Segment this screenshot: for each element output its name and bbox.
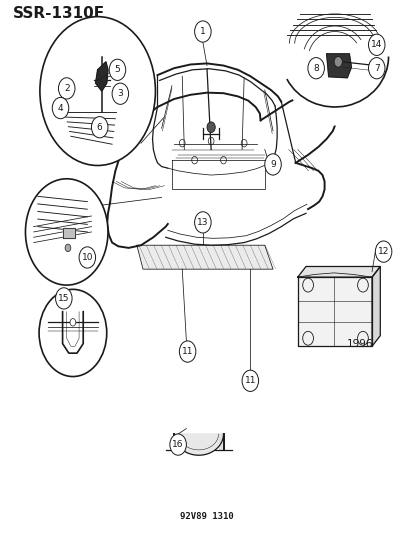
Text: 3: 3 (117, 89, 123, 98)
Text: 6: 6 (97, 123, 102, 132)
Circle shape (55, 288, 72, 309)
Circle shape (112, 83, 128, 104)
Circle shape (65, 244, 71, 252)
Text: 2: 2 (64, 84, 69, 93)
Text: 16: 16 (172, 440, 183, 449)
Circle shape (194, 21, 211, 42)
Circle shape (40, 17, 155, 165)
Polygon shape (137, 245, 272, 269)
Circle shape (307, 58, 324, 79)
Text: 9: 9 (270, 160, 275, 169)
Polygon shape (95, 62, 108, 91)
Text: 14: 14 (370, 41, 382, 50)
Text: 5: 5 (114, 66, 120, 74)
Polygon shape (297, 266, 380, 277)
Text: 8: 8 (313, 64, 318, 72)
Text: 10: 10 (81, 253, 93, 262)
Text: 92V89 1310: 92V89 1310 (180, 512, 233, 521)
Circle shape (169, 434, 186, 455)
Circle shape (206, 122, 215, 133)
Circle shape (368, 58, 384, 79)
Circle shape (179, 341, 195, 362)
Text: 12: 12 (377, 247, 388, 256)
Text: 1996: 1996 (346, 339, 372, 349)
Circle shape (264, 154, 280, 175)
Text: 7: 7 (373, 64, 379, 72)
Circle shape (70, 319, 76, 326)
Circle shape (39, 289, 107, 376)
Text: SSR-1310F: SSR-1310F (13, 6, 105, 21)
Circle shape (25, 179, 108, 285)
Circle shape (109, 59, 126, 80)
Wedge shape (284, 56, 388, 126)
Text: 4: 4 (57, 103, 63, 112)
Polygon shape (297, 277, 371, 346)
Circle shape (368, 34, 384, 55)
Polygon shape (62, 228, 75, 238)
Text: 15: 15 (58, 294, 69, 303)
Text: 1: 1 (199, 27, 205, 36)
Polygon shape (371, 266, 380, 346)
Circle shape (79, 247, 95, 268)
Circle shape (99, 118, 104, 126)
Polygon shape (173, 434, 223, 455)
Circle shape (375, 241, 391, 262)
Text: 11: 11 (181, 347, 193, 356)
Polygon shape (326, 54, 351, 78)
Text: 13: 13 (197, 218, 208, 227)
Circle shape (91, 117, 108, 138)
Circle shape (242, 370, 258, 391)
Circle shape (333, 56, 342, 67)
Circle shape (58, 78, 75, 99)
Circle shape (52, 98, 69, 119)
Circle shape (113, 65, 119, 72)
Circle shape (194, 212, 211, 233)
Text: 11: 11 (244, 376, 256, 385)
